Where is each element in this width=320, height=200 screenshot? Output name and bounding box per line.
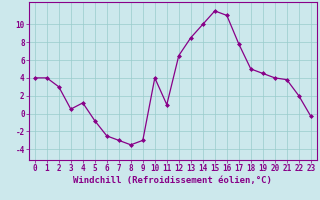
X-axis label: Windchill (Refroidissement éolien,°C): Windchill (Refroidissement éolien,°C) [73,176,272,185]
